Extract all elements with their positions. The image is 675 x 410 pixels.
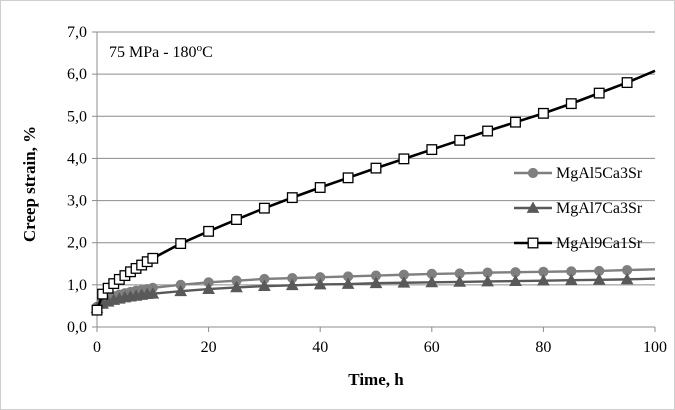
y-axis-title: Creep strain, % [20, 126, 39, 242]
legend-label: MgAl9Ca1Sr [556, 235, 643, 252]
x-tick-label: 60 [424, 339, 440, 356]
data-point-MgAl9Ca1Sr [454, 134, 466, 146]
legend-swatch-marker [526, 201, 540, 213]
y-tick-label: 3,0 [67, 193, 87, 210]
tick-label-layer: 0,0 1,0 2,0 3,0 4,0 5,0 6,0 7,0 0 20 40 60 80 100 [67, 24, 667, 356]
data-point-MgAl9Ca1Sr [342, 172, 354, 184]
data-point-MgAl9Ca1Sr [97, 288, 109, 300]
data-point-MgAl9Ca1Sr [426, 144, 438, 156]
y-tick-label: 5,0 [67, 108, 87, 125]
data-point-MgAl9Ca1Sr [231, 214, 242, 225]
legend-swatch-marker [527, 237, 539, 249]
condition-annotation: 75 MPa - 180oC [109, 42, 213, 61]
data-point-MgAl7Ca3Sr [313, 277, 327, 290]
data-point-MgAl9Ca1Sr [203, 225, 215, 237]
x-tick-label: 0 [93, 339, 101, 356]
data-point-MgAl7Ca3Sr [564, 273, 578, 286]
y-tick-label: 1,0 [67, 277, 87, 294]
data-point-MgAl7Ca3Sr [537, 274, 550, 286]
data-point-MgAl9Ca1Sr [537, 107, 549, 119]
x-tick-label: 40 [312, 339, 328, 356]
data-point-MgAl9Ca1Sr [175, 238, 187, 250]
data-point-MgAl9Ca1Sr [482, 125, 494, 137]
y-tick-label: 4,0 [67, 150, 87, 167]
axis-layer [92, 31, 656, 332]
data-point-MgAl9Ca1Sr [258, 202, 270, 214]
y-tick-label: 6,0 [67, 66, 87, 83]
legend-item-MgAl7Ca3Sr: MgAl7Ca3Sr [514, 200, 643, 217]
data-point-MgAl7Ca3Sr [397, 276, 411, 288]
legend-label: MgAl5Ca3Sr [556, 165, 643, 182]
data-point-MgAl9Ca1Sr [621, 77, 633, 89]
x-tick-label: 20 [201, 339, 217, 356]
grid-layer [97, 31, 655, 286]
legend-item-MgAl5Ca3Sr: MgAl5Ca3Sr [514, 165, 643, 182]
data-point-MgAl9Ca1Sr [147, 252, 159, 264]
data-point-MgAl7Ca3Sr [202, 282, 215, 294]
data-point-MgAl7Ca3Sr [509, 274, 522, 286]
data-point-MgAl7Ca3Sr [453, 275, 467, 287]
legend-label: MgAl7Ca3Sr [556, 200, 643, 217]
data-point-MgAl7Ca3Sr [230, 280, 243, 293]
data-point-MgAl7Ca3Sr [341, 277, 355, 289]
data-point-MgAl9Ca1Sr [593, 87, 605, 99]
data-point-MgAl7Ca3Sr [592, 273, 606, 285]
series-layer [90, 69, 656, 316]
x-tick-label: 100 [643, 339, 667, 356]
series-MgAl5Ca3Sr [91, 265, 656, 312]
data-point-MgAl7Ca3Sr [146, 287, 160, 299]
series-MgAl7Ca3Sr [90, 272, 656, 313]
x-axis-title: Time, h [348, 370, 404, 389]
legend-swatch-marker [527, 167, 539, 179]
legend-item-MgAl9Ca1Sr: MgAl9Ca1Sr [514, 235, 643, 252]
y-tick-label: 2,0 [67, 235, 87, 252]
legend: MgAl5Ca3Sr MgAl7Ca3Sr MgAl9Ca1Sr [514, 165, 643, 252]
data-point-MgAl9Ca1Sr [91, 304, 103, 316]
data-point-MgAl7Ca3Sr [620, 272, 634, 285]
data-point-MgAl7Ca3Sr [369, 276, 383, 289]
data-point-MgAl7Ca3Sr [258, 279, 271, 292]
data-point-MgAl9Ca1Sr [314, 182, 326, 193]
data-point-MgAl9Ca1Sr [510, 116, 521, 128]
data-point-MgAl9Ca1Sr [370, 162, 382, 174]
data-point-MgAl7Ca3Sr [285, 278, 299, 291]
data-point-MgAl9Ca1Sr [398, 153, 410, 165]
y-tick-label: 7,0 [67, 24, 87, 41]
data-point-MgAl9Ca1Sr [565, 98, 577, 110]
data-point-MgAl9Ca1Sr [286, 192, 298, 204]
x-tick-label: 80 [535, 339, 551, 356]
data-point-MgAl7Ca3Sr [481, 274, 494, 287]
data-point-MgAl7Ca3Sr [174, 284, 188, 297]
y-tick-label: 0,0 [67, 319, 87, 336]
data-point-MgAl7Ca3Sr [425, 275, 439, 288]
series-MgAl9Ca1Sr [91, 69, 656, 316]
